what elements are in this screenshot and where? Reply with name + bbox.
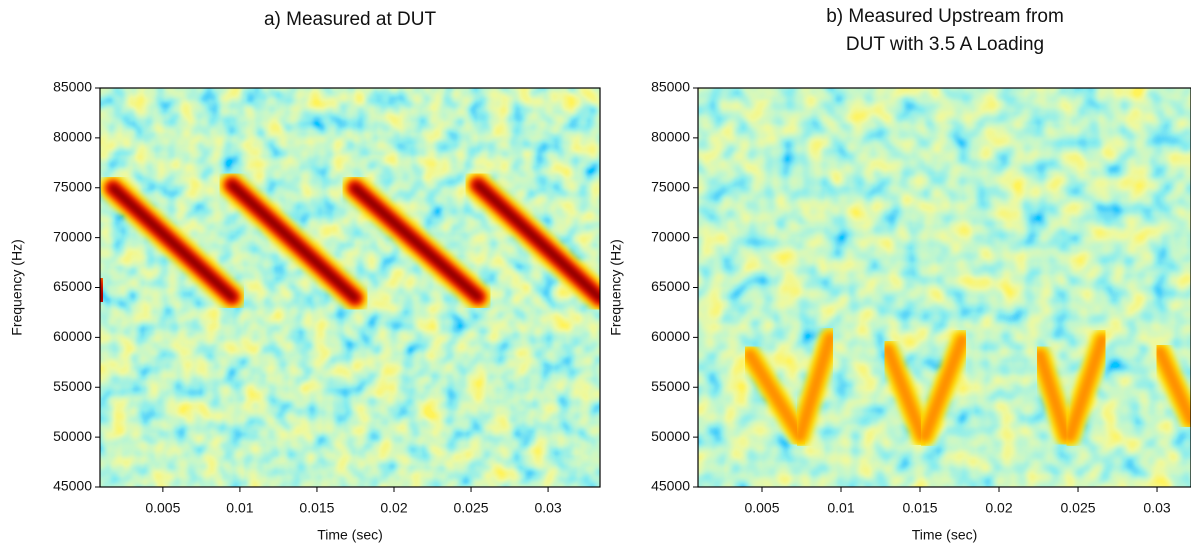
- x-tick-label: 0.025: [454, 500, 489, 516]
- y-tick-label: 75000: [651, 178, 690, 194]
- x-axis-label: Time (sec): [912, 527, 978, 543]
- y-tick-label: 65000: [651, 278, 690, 294]
- feature-peak: [352, 185, 481, 300]
- y-tick-label: 70000: [651, 228, 690, 244]
- y-tick-label: 60000: [53, 328, 92, 344]
- x-tick-label: 0.025: [1060, 500, 1095, 516]
- x-tick-label: 0.02: [985, 500, 1012, 516]
- y-tick-label: 65000: [53, 278, 92, 294]
- feature-peak: [100, 285, 105, 303]
- spectrogram: [698, 88, 1191, 487]
- y-tick-label: 75000: [53, 178, 92, 194]
- y-tick-label: 45000: [651, 478, 690, 494]
- feature: [882, 344, 928, 442]
- x-tick-label: 0.03: [534, 500, 561, 516]
- x-tick-label: 0.01: [827, 500, 854, 516]
- y-axis-label: Frequency (Hz): [9, 239, 25, 335]
- y-tick-label: 55000: [53, 378, 92, 394]
- y-tick-label: 70000: [53, 228, 92, 244]
- feature-peak: [229, 182, 358, 301]
- x-tick-label: 0.01: [226, 500, 253, 516]
- feature: [1034, 349, 1072, 442]
- x-tick-label: 0.005: [744, 500, 779, 516]
- y-tick-label: 80000: [651, 129, 690, 145]
- spectrogram: [100, 88, 600, 487]
- x-tick-label: 0.005: [145, 500, 180, 516]
- x-tick-label: 0.03: [1143, 500, 1170, 516]
- x-axis-label: Time (sec): [317, 527, 383, 543]
- y-tick-label: 50000: [651, 428, 690, 444]
- x-tick-label: 0.015: [902, 500, 937, 516]
- chart-title: a) Measured at DUT: [264, 9, 437, 30]
- y-tick-label: 50000: [53, 428, 92, 444]
- y-tick-label: 80000: [53, 129, 92, 145]
- feature: [1154, 346, 1191, 426]
- x-tick-label: 0.02: [380, 500, 407, 516]
- y-tick-label: 55000: [651, 378, 690, 394]
- y-axis-label: Frequency (Hz): [608, 239, 624, 335]
- y-tick-label: 45000: [53, 478, 92, 494]
- x-tick-label: 0.015: [299, 500, 334, 516]
- feature-peak: [475, 182, 600, 301]
- y-tick-label: 85000: [53, 79, 92, 95]
- y-tick-label: 85000: [651, 79, 690, 95]
- y-tick-label: 60000: [651, 328, 690, 344]
- chart-title: b) Measured Upstream from: [826, 6, 1064, 27]
- chart-title: DUT with 3.5 A Loading: [846, 34, 1044, 55]
- feature: [744, 349, 806, 442]
- feature-peak: [110, 185, 235, 300]
